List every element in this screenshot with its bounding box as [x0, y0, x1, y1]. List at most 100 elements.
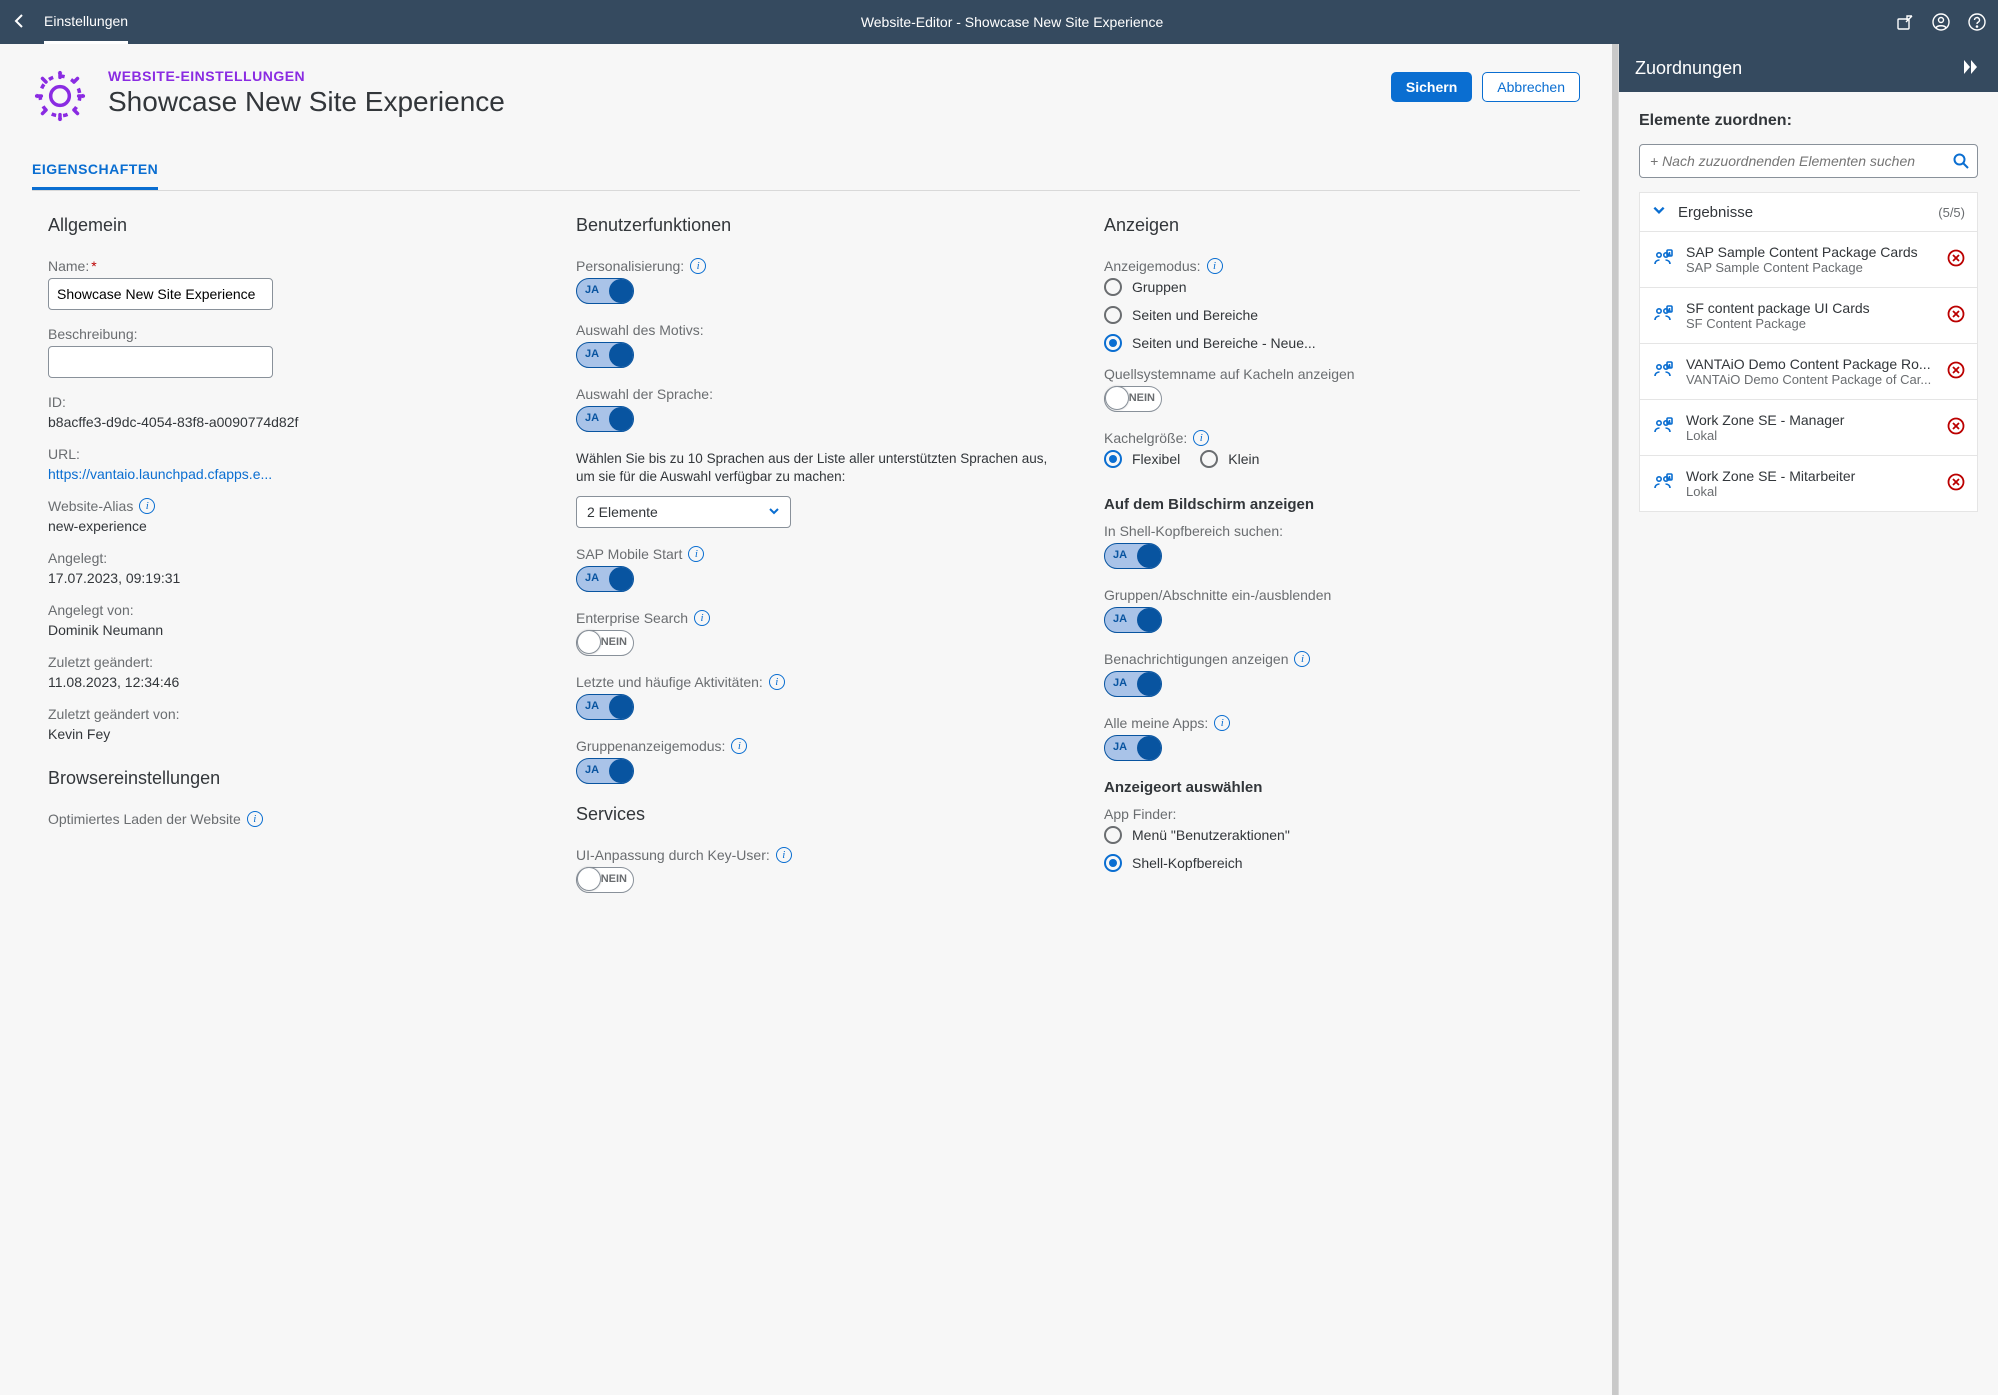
toggle-notifications[interactable]: JA — [1104, 671, 1162, 697]
role-icon — [1652, 415, 1674, 440]
save-button[interactable]: Sichern — [1391, 72, 1472, 102]
remove-icon[interactable] — [1947, 305, 1965, 326]
label-groups-toggle: Gruppen/Abschnitte ein-/ausblenden — [1104, 587, 1592, 603]
label-enterprise-search: Enterprise Search — [576, 610, 688, 626]
back-icon[interactable] — [12, 13, 28, 32]
search-icon[interactable] — [1952, 152, 1970, 173]
radio-flexible[interactable]: Flexibel — [1104, 450, 1180, 468]
toggle-groups-sections[interactable]: JA — [1104, 607, 1162, 633]
search-input[interactable] — [1639, 144, 1978, 178]
side-panel-title: Zuordnungen — [1635, 58, 1742, 79]
results-label: Ergebnisse — [1678, 204, 1753, 221]
label-display-mode: Anzeigemodus: — [1104, 258, 1201, 274]
section-general: Allgemein — [48, 215, 536, 236]
toggle-mobile-start[interactable]: JA — [576, 566, 634, 592]
info-icon[interactable] — [247, 811, 263, 827]
label-app-finder: App Finder: — [1104, 806, 1592, 822]
role-icon — [1652, 303, 1674, 328]
info-icon[interactable] — [688, 546, 704, 562]
info-icon[interactable] — [1294, 651, 1310, 667]
label-created: Angelegt: — [48, 550, 536, 566]
share-icon[interactable] — [1896, 13, 1914, 31]
toggle-theme-select[interactable]: JA — [576, 342, 634, 368]
result-subtitle: VANTAiO Demo Content Package of Car... — [1686, 372, 1935, 387]
result-item[interactable]: Work Zone SE - ManagerLokal — [1639, 400, 1978, 456]
section-user-functions: Benutzerfunktionen — [576, 215, 1064, 236]
toggle-group-display[interactable]: JA — [576, 758, 634, 784]
nav-settings[interactable]: Einstellungen — [44, 1, 128, 44]
toggle-shell-search[interactable]: JA — [1104, 543, 1162, 569]
radio-pages-areas[interactable]: Seiten und Bereiche — [1104, 306, 1592, 324]
label-shell-search: In Shell-Kopfbereich suchen: — [1104, 523, 1592, 539]
remove-icon[interactable] — [1947, 361, 1965, 382]
label-url: URL: — [48, 446, 536, 462]
label-created-by: Angelegt von: — [48, 602, 536, 618]
cancel-button[interactable]: Abbrechen — [1482, 72, 1580, 102]
result-title: VANTAiO Demo Content Package Ro... — [1686, 356, 1935, 372]
radio-small[interactable]: Klein — [1200, 450, 1259, 468]
results-count: (5/5) — [1938, 205, 1965, 220]
result-subtitle: SAP Sample Content Package — [1686, 260, 1935, 275]
result-item[interactable]: Work Zone SE - MitarbeiterLokal — [1639, 456, 1978, 512]
info-icon[interactable] — [769, 674, 785, 690]
result-subtitle: Lokal — [1686, 428, 1935, 443]
select-languages-value: 2 Elemente — [587, 504, 658, 520]
role-icon — [1652, 471, 1674, 496]
info-icon[interactable] — [1193, 430, 1209, 446]
remove-icon[interactable] — [1947, 249, 1965, 270]
info-icon[interactable] — [690, 258, 706, 274]
toggle-source-system[interactable]: NEIN — [1104, 386, 1162, 412]
select-languages[interactable]: 2 Elemente — [576, 496, 791, 528]
info-icon[interactable] — [139, 498, 155, 514]
value-created-by: Dominik Neumann — [48, 622, 536, 638]
result-title: SF content package UI Cards — [1686, 300, 1935, 316]
info-icon[interactable] — [776, 847, 792, 863]
radio-shell-header[interactable]: Shell-Kopfbereich — [1104, 854, 1592, 872]
help-icon[interactable] — [1968, 13, 1986, 31]
remove-icon[interactable] — [1947, 417, 1965, 438]
toggle-enterprise-search[interactable]: NEIN — [576, 630, 634, 656]
radio-groups[interactable]: Gruppen — [1104, 278, 1592, 296]
result-subtitle: SF Content Package — [1686, 316, 1935, 331]
label-mobile-start: SAP Mobile Start — [576, 546, 682, 562]
result-title: Work Zone SE - Manager — [1686, 412, 1935, 428]
result-item[interactable]: SAP Sample Content Package CardsSAP Samp… — [1639, 232, 1978, 288]
toggle-personalization[interactable]: JA — [576, 278, 634, 304]
toggle-ui-adaptation[interactable]: NEIN — [576, 867, 634, 893]
main-content: WEBSITE-EINSTELLUNGEN Showcase New Site … — [0, 44, 1618, 1395]
radio-pages-areas-new[interactable]: Seiten und Bereiche - Neue... — [1104, 334, 1592, 352]
toggle-lang-select[interactable]: JA — [576, 406, 634, 432]
label-source-system: Quellsystemname auf Kacheln anzeigen — [1104, 366, 1592, 382]
label-notifications: Benachrichtigungen anzeigen — [1104, 651, 1288, 667]
value-id: b8acffe3-d9dc-4054-83f8-a0090774d82f — [48, 414, 536, 430]
page-title: Showcase New Site Experience — [108, 86, 1371, 118]
label-lang-select: Auswahl der Sprache: — [576, 386, 1064, 402]
info-icon[interactable] — [694, 610, 710, 626]
chevron-down-icon[interactable] — [1652, 203, 1666, 221]
input-description[interactable] — [48, 346, 273, 378]
section-display: Anzeigen — [1104, 215, 1592, 236]
result-item[interactable]: SF content package UI CardsSF Content Pa… — [1639, 288, 1978, 344]
section-browser: Browsereinstellungen — [48, 768, 536, 789]
link-url[interactable]: https://vantaio.launchpad.cfapps.e... — [48, 466, 536, 482]
settings-gear-icon — [32, 68, 88, 127]
collapse-icon[interactable] — [1960, 56, 1982, 81]
input-name[interactable] — [48, 278, 273, 310]
label-personalization: Personalisierung: — [576, 258, 684, 274]
result-item[interactable]: VANTAiO Demo Content Package Ro...VANTAi… — [1639, 344, 1978, 400]
remove-icon[interactable] — [1947, 473, 1965, 494]
shell-header: Einstellungen Website-Editor - Showcase … — [0, 0, 1998, 44]
label-theme-select: Auswahl des Motivs: — [576, 322, 1064, 338]
toggle-all-apps[interactable]: JA — [1104, 735, 1162, 761]
tab-properties[interactable]: EIGENSCHAFTEN — [32, 151, 158, 190]
info-icon[interactable] — [1207, 258, 1223, 274]
info-icon[interactable] — [731, 738, 747, 754]
info-icon[interactable] — [1214, 715, 1230, 731]
radio-user-actions-menu[interactable]: Menü "Benutzeraktionen" — [1104, 826, 1592, 844]
label-id: ID: — [48, 394, 536, 410]
label-tile-size: Kachelgröße: — [1104, 430, 1187, 446]
role-icon — [1652, 247, 1674, 272]
label-changed-by: Zuletzt geändert von: — [48, 706, 536, 722]
user-icon[interactable] — [1932, 13, 1950, 31]
toggle-recent-activities[interactable]: JA — [576, 694, 634, 720]
